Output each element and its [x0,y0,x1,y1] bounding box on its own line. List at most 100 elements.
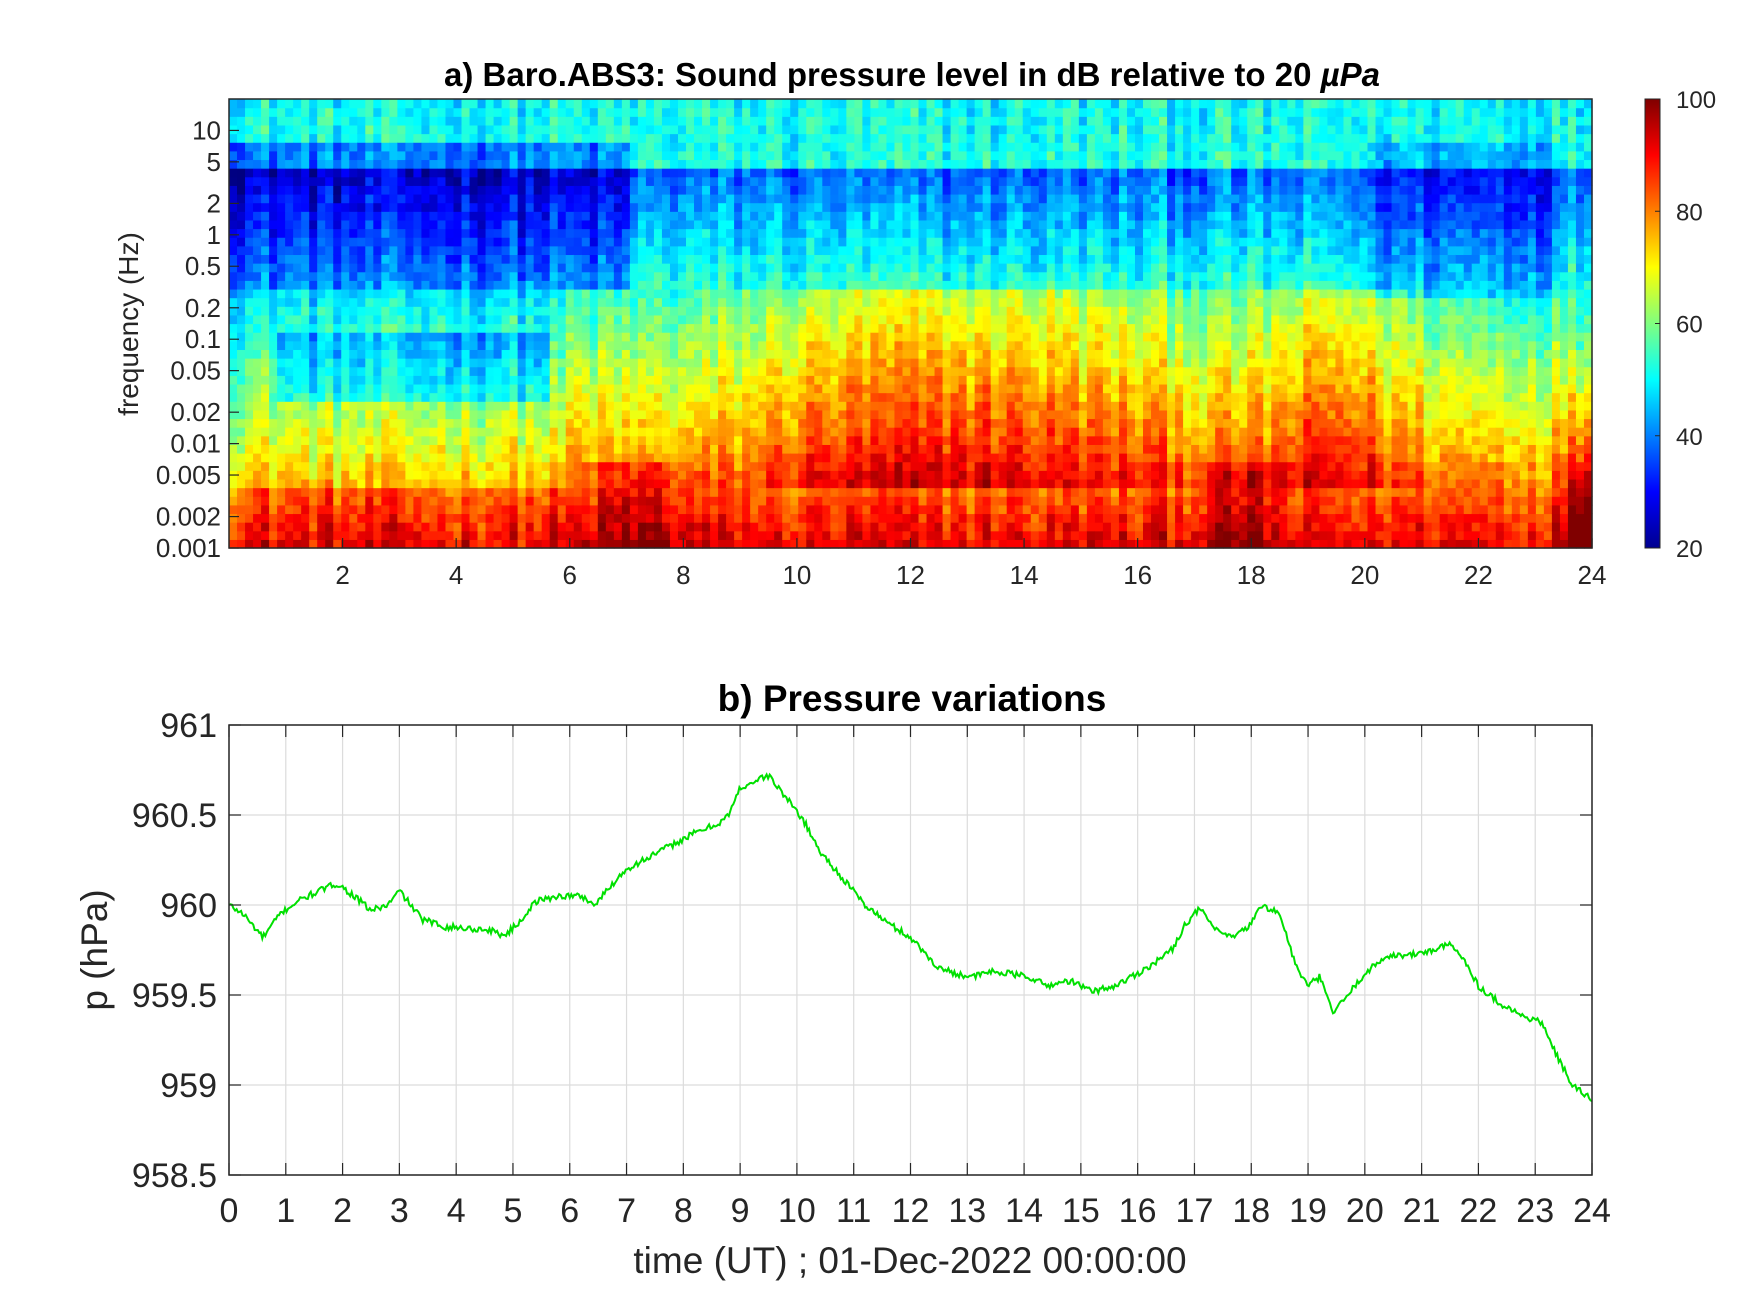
spectrogram-cell [926,202,936,212]
spectrogram-cell [886,427,896,437]
spectrogram-cell [621,288,631,299]
spectrogram-cell [798,392,807,402]
spectrogram-cell [838,513,847,523]
spectrogram-cell [245,340,254,350]
spectrogram-cell [942,401,952,411]
spectrogram-cell [910,202,920,212]
spectrogram-cell [349,314,358,325]
spectrogram-cell [774,133,783,143]
spectrogram-cell [381,245,390,256]
spectrogram-cell [934,297,944,307]
spectrogram-cell [918,176,928,186]
spectrogram-cell [349,150,358,161]
spectrogram-cell [902,288,912,299]
spectrogram-cell [533,401,543,411]
spectrogram-cell [782,107,791,117]
spectrogram-cell [525,228,535,238]
spectrogram-cell [485,193,495,204]
spectrogram-cell [742,513,751,523]
spectrogram-cell [549,444,559,454]
spectrogram-cell [910,271,920,281]
spectrogram-cell [397,332,406,342]
spectrogram-cell [677,280,687,290]
spectrogram-cell [405,358,415,368]
spectrogram-cell [229,453,238,463]
spectrogram-cell [838,340,847,350]
spectrogram-cell [261,409,270,420]
spectrogram-cell [918,237,928,247]
spectrogram-cell [477,254,487,264]
spectrogram-cell [686,99,695,109]
spectrogram-cell [758,332,767,342]
spectrogram-cell [613,176,623,186]
spectrogram-cell [742,219,751,230]
spectrogram-cell [766,107,775,117]
spectrogram-cell [629,461,639,471]
spectrogram-cell [950,133,960,143]
spectrogram-cell [669,124,679,135]
spectrogram-cell [485,478,495,489]
spectrogram-cell [653,228,663,238]
spectrogram-cell [597,539,607,549]
spectrogram-cell [381,539,390,549]
spectrogram-cell [702,453,711,463]
spectrogram-cell [469,211,479,221]
spectrogram-cell [653,530,663,540]
spectrogram-cell [493,435,503,445]
spectrogram-cell [726,228,735,238]
spectrogram-cell [814,504,823,515]
spectrogram-cell [870,116,880,126]
spectrogram-cell [341,297,350,307]
spectrogram-cell [485,539,495,549]
spectrogram-cell [533,176,543,186]
spectrogram-cell [453,392,463,402]
spectrogram-cell [309,159,318,169]
spectrogram-cell [750,306,759,316]
spectrogram-cell [573,478,583,489]
spectrogram-cell [405,383,415,394]
spectrogram-cell [894,219,904,230]
spectrogram-cell [477,306,487,316]
spectrogram-cell [669,358,679,368]
spectrogram-cell [766,168,775,178]
spectrogram-cell [694,383,703,394]
spectrogram-cell [974,142,984,152]
spectrogram-cell [469,271,479,281]
spectrogram-cell [469,323,479,333]
spectrogram-cell [694,392,703,402]
spectrogram-cell [253,306,262,316]
spectrogram-cell [918,478,928,489]
spectrogram-cell [413,107,423,117]
spectrogram-cell [830,513,839,523]
spectrogram-cell [333,358,342,368]
spectrogram-cell [838,142,847,152]
spectrogram-cell [501,418,511,428]
spectrogram-cell [509,211,519,221]
spectrogram-cell [437,383,447,394]
spectrogram-cell [661,263,671,273]
spectrogram-cell [229,297,238,307]
spectrogram-cell [397,470,406,480]
spectrogram-cell [862,116,872,126]
spectrogram-cell [878,435,888,445]
spectrogram-cell [437,349,447,359]
spectrogram-cell [870,314,880,325]
spectrogram-cell [597,358,607,368]
spectrogram-cell [637,530,647,540]
spectrogram-cell [277,237,286,247]
spectrogram-cell [229,366,238,376]
spectrogram-cell [918,124,928,135]
spectrogram-cell [694,228,703,238]
spectrogram-cell [718,254,727,264]
spectrogram-cell [325,297,334,307]
spectrogram-cell [926,159,936,169]
spectrogram-cell [605,219,615,230]
spectrogram-cell [277,461,286,471]
spectrogram-cell [686,228,695,238]
spectrogram-cell [301,409,310,420]
spectrogram-cell [621,245,631,256]
spectrogram-cell [645,435,655,445]
spectrogram-cell [734,358,743,368]
spectrogram-cell [597,496,607,506]
spectrogram-cell [710,245,719,256]
